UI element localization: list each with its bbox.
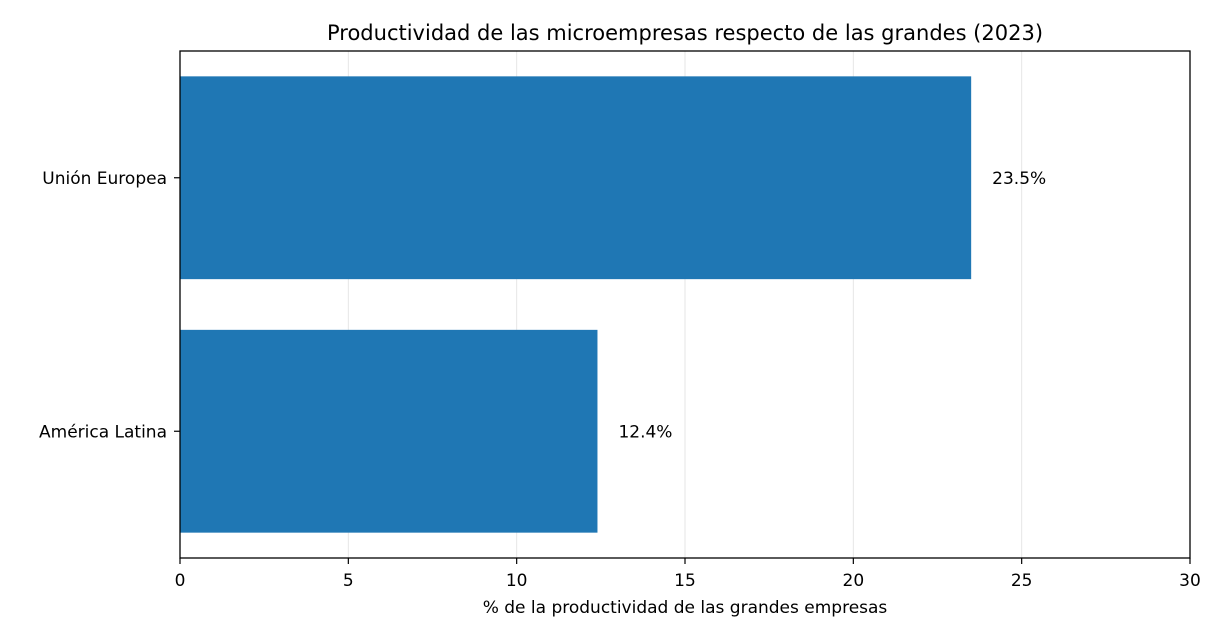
y-axis-ticks: Unión Europea América Latina bbox=[39, 169, 180, 442]
x-tick-label: 30 bbox=[1179, 571, 1201, 591]
x-tick-label: 0 bbox=[175, 571, 186, 591]
y-tick-label: Unión Europea bbox=[42, 169, 167, 189]
x-tick-label: 25 bbox=[1011, 571, 1033, 591]
x-tick-label: 5 bbox=[343, 571, 354, 591]
value-labels: 23.5% 12.4% bbox=[618, 169, 1046, 443]
bar bbox=[180, 329, 598, 533]
bars-layer bbox=[180, 76, 972, 533]
y-tick-label: América Latina bbox=[39, 422, 167, 442]
x-axis-label: % de la productividad de las grandes emp… bbox=[483, 598, 888, 618]
x-tick-label: 15 bbox=[674, 571, 696, 591]
x-tick-label: 10 bbox=[506, 571, 528, 591]
bar bbox=[180, 76, 972, 280]
x-tick-label: 20 bbox=[843, 571, 865, 591]
chart-title: Productividad de las microempresas respe… bbox=[327, 21, 1043, 45]
x-axis-ticks: 0 5 10 15 20 25 30 bbox=[175, 558, 1201, 591]
bar-value-label: 12.4% bbox=[618, 422, 672, 442]
bar-value-label: 23.5% bbox=[992, 169, 1046, 189]
